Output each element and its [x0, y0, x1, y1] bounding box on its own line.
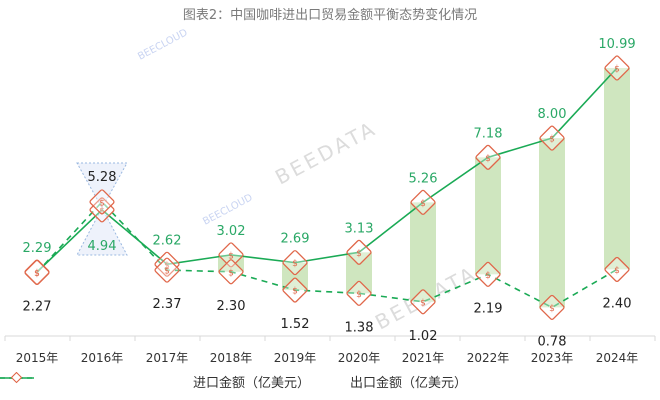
svg-text:$: $ — [292, 287, 298, 297]
export-marker-icon: $ — [282, 277, 308, 303]
balance-band — [475, 157, 501, 275]
import-line — [36, 67, 618, 273]
x-tick-label: 2024年 — [596, 351, 639, 365]
svg-text:$: $ — [34, 268, 40, 278]
x-tick-label: 2020年 — [338, 351, 381, 365]
svg-text:$: $ — [485, 154, 491, 164]
balance-band — [539, 138, 565, 308]
x-tick-label: 2018年 — [210, 351, 253, 365]
import-value-label: 2.62 — [153, 233, 182, 248]
export-marker-icon: $ — [89, 189, 115, 215]
export-marker-icon: $ — [604, 256, 630, 282]
svg-text:$: $ — [99, 206, 105, 216]
export-value-label: 1.38 — [345, 320, 374, 335]
import-value-label: 3.02 — [217, 224, 246, 239]
svg-text:$: $ — [485, 271, 491, 281]
import-marker-icon: $ — [539, 125, 565, 151]
export-line — [36, 200, 618, 309]
export-marker-icon: $ — [154, 257, 180, 283]
export-value-label: 0.78 — [538, 334, 567, 349]
export-marker-icon: $ — [410, 289, 436, 315]
import-value-label: 8.00 — [538, 107, 567, 122]
chart-title: 图表2：中国咖啡进出口贸易金额平衡态势变化情况 — [182, 8, 478, 23]
export-value-label: 5.28 — [88, 170, 117, 185]
import-marker-icon: $ — [475, 144, 501, 170]
balance-band — [218, 254, 244, 272]
import-value-label: 5.26 — [409, 171, 438, 186]
legend-item-import[interactable]: 进口金额（亿美元） — [0, 372, 310, 391]
import-marker-icon: $ — [346, 239, 372, 265]
svg-text:$: $ — [99, 198, 105, 208]
svg-text:$: $ — [228, 251, 234, 261]
svg-text:$: $ — [34, 269, 40, 279]
legend-label-import: 进口金额（亿美元） — [192, 376, 310, 391]
import-value-label: 2.69 — [281, 232, 310, 247]
import-value-label: 4.94 — [88, 239, 117, 254]
export-marker-icon: $ — [346, 280, 372, 306]
legend-item-export[interactable]: 出口金额（亿美元） — [0, 372, 468, 391]
export-value-label: 2.27 — [23, 299, 52, 314]
legend-label-export: 出口金额（亿美元） — [350, 376, 468, 391]
x-tick-label: 2015年 — [16, 351, 59, 365]
balance-band — [410, 202, 436, 302]
svg-text:$: $ — [356, 249, 362, 259]
svg-text:$: $ — [420, 199, 426, 209]
import-marker-icon: $ — [218, 242, 244, 268]
svg-text:$: $ — [164, 267, 170, 277]
watermark-beecloud: BEECLOUD — [136, 27, 190, 62]
svg-text:$: $ — [549, 135, 555, 145]
export-marker-icon: $ — [24, 259, 50, 286]
chart-plot: BEECLOUDBEEDATABEEDATABEECLOUD2015年2016年… — [4, 27, 656, 365]
import-value-label: 2.29 — [23, 241, 52, 256]
svg-text:$: $ — [292, 259, 298, 269]
svg-text:$: $ — [228, 268, 234, 278]
export-marker-icon: $ — [218, 259, 244, 285]
balance-band — [346, 252, 372, 294]
import-marker-icon: $ — [282, 250, 308, 276]
svg-text:$: $ — [549, 304, 555, 314]
import-value-label: 7.18 — [474, 126, 503, 141]
import-value-label: 10.99 — [598, 37, 635, 52]
export-value-label: 2.30 — [217, 299, 246, 314]
import-marker-icon: $ — [604, 55, 630, 81]
svg-text:$: $ — [614, 266, 620, 276]
export-value-label: 1.52 — [281, 317, 310, 332]
import-value-label: 3.13 — [345, 221, 374, 236]
import-marker-icon: $ — [89, 197, 115, 223]
x-tick-label: 2016年 — [81, 351, 124, 365]
svg-text:$: $ — [164, 261, 170, 271]
export-marker-icon: $ — [539, 294, 565, 320]
balance-band — [604, 67, 630, 270]
svg-text:$: $ — [420, 298, 426, 308]
export-value-label: 1.02 — [409, 329, 438, 344]
watermark-beecloud: BEECLOUD — [201, 192, 255, 227]
watermark-beedata: BEEDATA — [271, 116, 381, 190]
x-tick-label: 2019年 — [274, 351, 317, 365]
export-value-label: 2.40 — [603, 296, 632, 311]
x-tick-label: 2021年 — [402, 351, 445, 365]
export-marker-icon: $ — [475, 261, 501, 287]
import-marker-icon: $ — [410, 189, 436, 215]
dashed-line-diamond-icon — [0, 372, 34, 384]
export-value-label: 2.19 — [474, 301, 503, 316]
import-marker-icon: $ — [154, 251, 180, 277]
x-tick-label: 2017年 — [146, 351, 189, 365]
export-value-label: 2.37 — [153, 297, 182, 312]
x-tick-label: 2022年 — [467, 351, 510, 365]
svg-text:$: $ — [356, 290, 362, 300]
legend: 进口金额（亿美元） 出口金额（亿美元） — [0, 372, 660, 391]
x-tick-label: 2023年 — [531, 351, 574, 365]
svg-text:$: $ — [614, 64, 620, 74]
